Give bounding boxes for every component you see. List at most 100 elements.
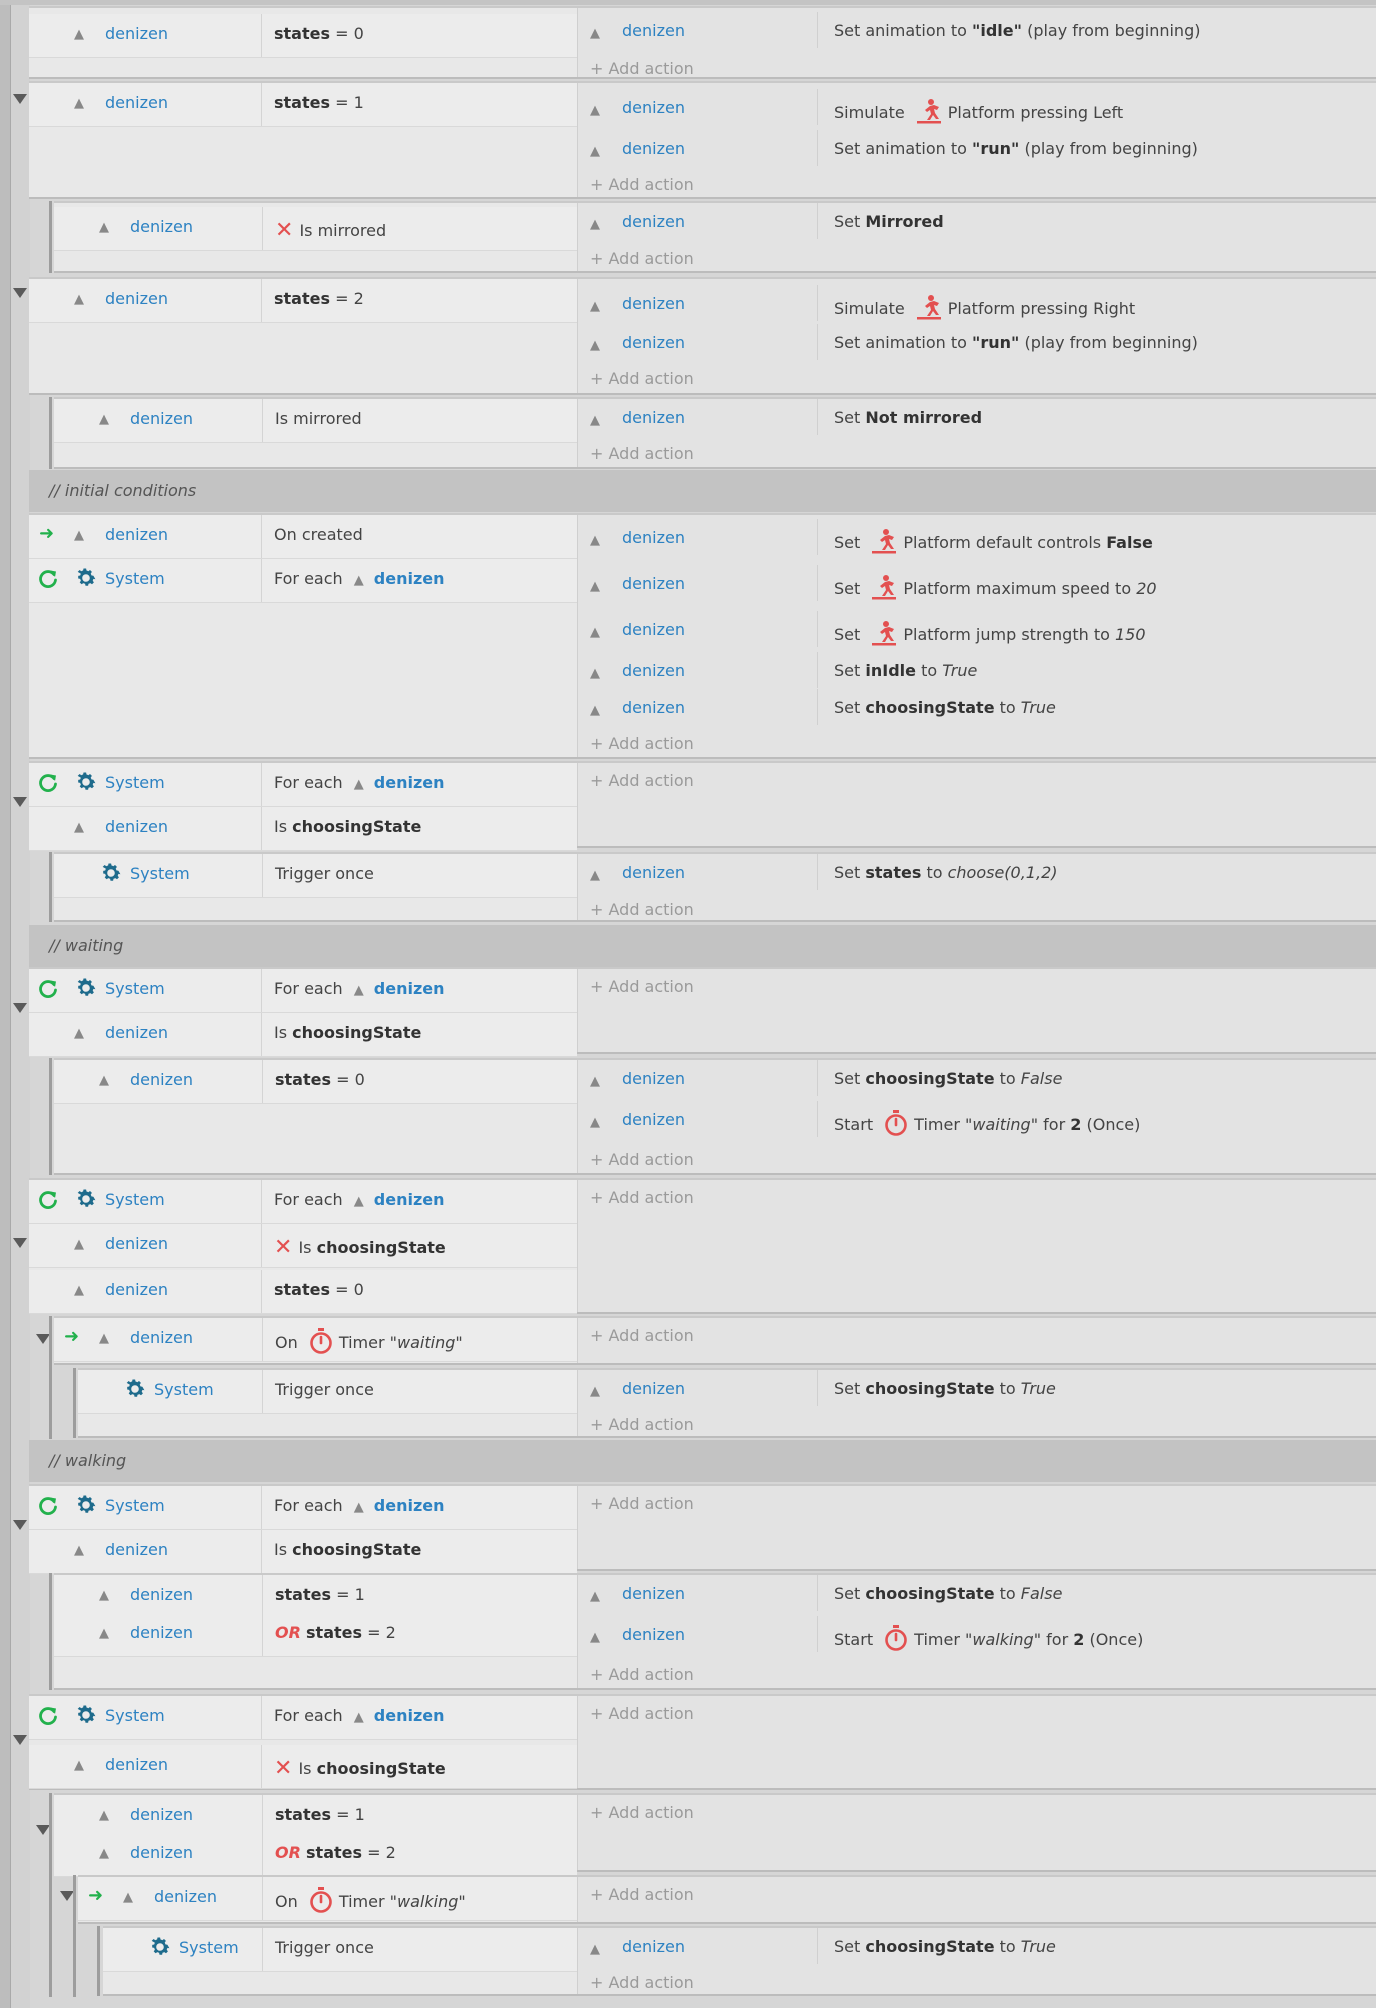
condition-row[interactable]: System Trigger once xyxy=(78,1370,577,1414)
add-action-button[interactable]: + Add action xyxy=(590,1188,694,1207)
action-row[interactable]: ▲ denizen Set Mirrored xyxy=(578,203,1376,239)
object-name[interactable]: denizen xyxy=(622,98,685,117)
object-name[interactable]: denizen xyxy=(130,409,193,428)
add-action-button[interactable]: + Add action xyxy=(590,369,694,388)
condition-row[interactable]: ▲ denizen Is choosingState xyxy=(29,1013,577,1057)
condition-text[interactable]: states = 0 xyxy=(275,1070,365,1089)
condition-row[interactable]: ▲ denizen states = 0 xyxy=(54,1060,577,1104)
object-name[interactable]: denizen xyxy=(130,1328,193,1347)
object-name[interactable]: denizen xyxy=(105,1023,168,1042)
condition-row[interactable]: ➜ ▲ denizen On Timer "walking" xyxy=(78,1877,577,1921)
object-name[interactable]: denizen xyxy=(105,525,168,544)
event-block[interactable]: System For each ▲ denizen ▲ denizen Is choosi… xyxy=(29,967,1376,1057)
event-block[interactable]: ➜ ▲ denizen On created System For each ▲ deniz… xyxy=(29,513,1376,759)
action-text[interactable]: Set animation to "run" (play from beginn… xyxy=(834,333,1198,352)
action-row[interactable]: ▲ denizen Set inIdle to True xyxy=(578,652,1376,688)
event-block[interactable]: System For each ▲ denizen ▲ denizen ✕ Is choos… xyxy=(29,1178,1376,1314)
system-object-name[interactable]: System xyxy=(130,864,190,883)
event-block[interactable]: ▲ denizen ✕ Is mirrored ▲ denizen Set Mirrored… xyxy=(54,201,1376,273)
action-row[interactable]: ▲ denizen Set choosingState to True xyxy=(578,1928,1376,1964)
add-action-button[interactable]: + Add action xyxy=(590,900,694,919)
action-text[interactable]: Start Timer "waiting" for 2 (Once) xyxy=(834,1110,1140,1136)
condition-row[interactable]: ▲ denizen states = 1 xyxy=(54,1575,577,1619)
object-name[interactable]: denizen xyxy=(622,1069,685,1088)
add-action-button[interactable]: + Add action xyxy=(590,1973,694,1992)
system-object-name[interactable]: System xyxy=(105,1190,165,1209)
comment-row-initial[interactable]: // initial conditions xyxy=(29,470,1376,512)
add-action-button[interactable]: + Add action xyxy=(590,59,694,78)
system-object-name[interactable]: System xyxy=(105,979,165,998)
condition-row[interactable]: System Trigger once xyxy=(103,1928,577,1972)
condition-row[interactable]: System For each ▲ denizen xyxy=(29,763,577,807)
add-action-button[interactable]: + Add action xyxy=(590,1415,694,1434)
condition-text[interactable]: states = 0 xyxy=(274,24,364,43)
object-name[interactable]: denizen xyxy=(105,817,168,836)
object-name[interactable]: denizen xyxy=(130,1843,193,1862)
object-name[interactable]: denizen xyxy=(622,1584,685,1603)
condition-row[interactable]: ➜ ▲ denizen On Timer "waiting" xyxy=(54,1318,577,1362)
object-name[interactable]: denizen xyxy=(622,1937,685,1956)
object-name[interactable]: denizen xyxy=(622,21,685,40)
comment-row-walking[interactable]: // walking xyxy=(29,1440,1376,1482)
action-row[interactable]: ▲ denizen Start Timer "walking" for 2 (Onc… xyxy=(578,1616,1376,1652)
condition-row[interactable]: ▲ denizen Is choosingState xyxy=(29,807,577,851)
object-name[interactable]: denizen xyxy=(622,863,685,882)
event-block[interactable]: ➜ ▲ denizen On Timer "walking" + Add action xyxy=(78,1875,1376,1924)
action-row[interactable]: ▲ denizen Set Not mirrored xyxy=(578,399,1376,435)
object-name[interactable]: denizen xyxy=(622,698,685,717)
add-action-button[interactable]: + Add action xyxy=(590,1494,694,1513)
object-name[interactable]: denizen xyxy=(105,24,168,43)
system-object-name[interactable]: System xyxy=(179,1938,239,1957)
condition-text[interactable]: Trigger once xyxy=(275,864,374,883)
condition-text[interactable]: For each ▲ denizen xyxy=(274,773,445,792)
event-block[interactable]: ▲ denizen states = 1 ▲ denizen OR states = 2 ▲… xyxy=(54,1573,1376,1690)
add-action-button[interactable]: + Add action xyxy=(590,1326,694,1345)
action-text[interactable]: Set choosingState to True xyxy=(834,698,1056,717)
object-name[interactable]: denizen xyxy=(622,1625,685,1644)
collapse-toggle-icon[interactable] xyxy=(13,288,27,298)
add-action-button[interactable]: + Add action xyxy=(590,1665,694,1684)
action-row[interactable]: ▲ denizen Set Platform default controls Fa… xyxy=(578,519,1376,555)
condition-row[interactable]: ▲ denizen states = 0 xyxy=(29,14,577,58)
event-block[interactable]: ▲ denizen states = 2 ▲ denizen Simulate Platf… xyxy=(29,277,1376,395)
condition-row[interactable]: ▲ denizen Is choosingState xyxy=(29,1530,577,1574)
system-object-name[interactable]: System xyxy=(154,1380,214,1399)
add-action-button[interactable]: + Add action xyxy=(590,175,694,194)
object-name[interactable]: denizen xyxy=(105,289,168,308)
action-row[interactable]: ▲ denizen Set choosingState to True xyxy=(578,689,1376,725)
condition-row[interactable]: ▲ denizen Is mirrored xyxy=(54,399,577,443)
system-object-name[interactable]: System xyxy=(105,569,165,588)
object-name[interactable]: denizen xyxy=(622,661,685,680)
add-action-button[interactable]: + Add action xyxy=(590,771,694,790)
object-name[interactable]: denizen xyxy=(130,1585,193,1604)
add-action-button[interactable]: + Add action xyxy=(590,1150,694,1169)
condition-row[interactable]: System For each ▲ denizen xyxy=(29,1180,577,1224)
condition-text[interactable]: Is choosingState xyxy=(274,1023,422,1042)
collapse-toggle-icon[interactable] xyxy=(13,1735,27,1745)
collapse-toggle-icon[interactable] xyxy=(13,1238,27,1248)
condition-text[interactable]: For each ▲ denizen xyxy=(274,1706,445,1725)
object-name[interactable]: denizen xyxy=(105,1755,168,1774)
action-row[interactable]: ▲ denizen Set Platform jump strength to 15… xyxy=(578,611,1376,647)
condition-text[interactable]: Trigger once xyxy=(275,1380,374,1399)
condition-text[interactable]: Trigger once xyxy=(275,1938,374,1957)
event-block[interactable]: ▲ denizen states = 1 ▲ denizen OR states = 2 +… xyxy=(54,1793,1376,1877)
object-name[interactable]: denizen xyxy=(130,1623,193,1642)
collapse-toggle-icon[interactable] xyxy=(36,1825,50,1835)
add-action-button[interactable]: + Add action xyxy=(590,977,694,996)
condition-row[interactable]: ▲ denizen ✕ Is choosingState xyxy=(29,1224,577,1268)
condition-row[interactable]: System For each ▲ denizen xyxy=(29,969,577,1013)
add-action-button[interactable]: + Add action xyxy=(590,1803,694,1822)
object-name[interactable]: denizen xyxy=(622,139,685,158)
action-text[interactable]: Simulate Platform pressing Right xyxy=(834,294,1135,320)
condition-text[interactable]: states = 1 xyxy=(274,93,364,112)
condition-row[interactable]: ▲ denizen OR states = 2 xyxy=(54,1833,577,1877)
object-name[interactable]: denizen xyxy=(154,1887,217,1906)
condition-row[interactable]: ▲ denizen states = 2 xyxy=(29,279,577,323)
condition-text[interactable]: ✕ Is mirrored xyxy=(275,218,387,243)
action-text[interactable]: Set choosingState to False xyxy=(834,1069,1063,1088)
collapse-toggle-icon[interactable] xyxy=(13,94,27,104)
condition-row[interactable]: ▲ denizen OR states = 2 xyxy=(54,1613,577,1657)
event-block[interactable]: ▲ denizen Is mirrored ▲ denizen Set Not mirro… xyxy=(54,397,1376,469)
condition-row[interactable]: ▲ denizen states = 1 xyxy=(29,83,577,127)
